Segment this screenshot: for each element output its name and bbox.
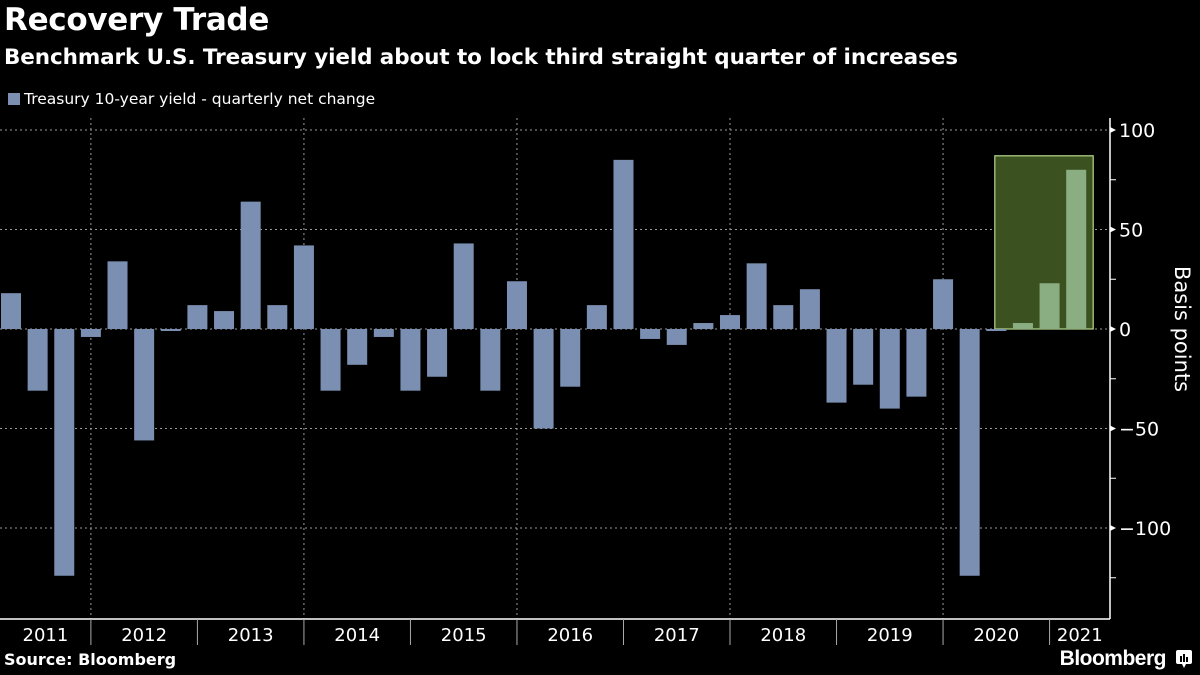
x-year-label: 2021 (1057, 625, 1103, 646)
bar-2021-q1 (1066, 169, 1087, 329)
bar-2012-q1 (107, 261, 128, 329)
x-year-label: 2015 (441, 625, 487, 646)
x-year-label: 2014 (334, 625, 380, 646)
x-year-label: 2013 (228, 625, 274, 646)
bar-2015-q4 (506, 281, 527, 329)
bar-2013-q1 (214, 311, 235, 329)
bar-2016-q2 (560, 329, 581, 387)
y-axis-title: Basis points (1170, 266, 1194, 392)
x-year-label: 2019 (867, 625, 913, 646)
bar-2012-q3 (160, 329, 181, 331)
brand-name: Bloomberg (1059, 647, 1167, 670)
bar-2011-q1 (1, 293, 21, 329)
bar-2020-q4 (1039, 283, 1060, 329)
y-tick-label: −100 (1119, 518, 1171, 540)
x-year-label: 2020 (973, 625, 1019, 646)
bar-2018-q4 (826, 329, 847, 403)
y-major-tick (1110, 127, 1116, 133)
chart-title: Recovery Trade (4, 2, 270, 38)
bar-2018-q3 (799, 289, 820, 329)
bar-2011-q4 (80, 329, 101, 337)
y-major-tick (1110, 326, 1116, 332)
x-year-label: 2011 (23, 625, 69, 646)
bar-2017-q4 (720, 315, 741, 329)
chart-subtitle: Benchmark U.S. Treasury yield about to l… (4, 45, 958, 70)
bar-2012-q2 (134, 329, 155, 441)
bar-2020-q2 (986, 329, 1007, 331)
source-note: Source: Bloomberg (4, 650, 177, 669)
bar-2017-q2 (666, 329, 687, 345)
bar-2017-q1 (640, 329, 661, 339)
bar-2019-q1 (853, 329, 874, 385)
y-tick-label: 50 (1119, 220, 1143, 242)
bar-2011-q2 (27, 329, 48, 391)
y-tick-label: 0 (1119, 319, 1131, 341)
bar-2013-q4 (293, 245, 314, 329)
legend-label: Treasury 10-year yield - quarterly net c… (24, 90, 376, 108)
bar-2018-q1 (746, 263, 767, 329)
x-year-label: 2018 (760, 625, 806, 646)
bar-2018-q2 (773, 305, 794, 329)
bar-2016-q3 (586, 305, 607, 329)
bar-2016-q1 (533, 329, 554, 429)
bar-2014-q2 (347, 329, 368, 365)
y-tick-label: −50 (1119, 419, 1159, 441)
bar-2014-q1 (320, 329, 341, 391)
bar-2017-q3 (693, 323, 714, 329)
gridlines (0, 118, 1110, 619)
bar-2013-q2 (240, 201, 261, 329)
bar-2013-q3 (267, 305, 288, 329)
bar-2015-q3 (480, 329, 501, 391)
bar-2019-q2 (879, 329, 900, 409)
bar-2016-q4 (613, 159, 634, 329)
y-tick-label: 100 (1119, 120, 1155, 142)
axes (0, 118, 1116, 645)
legend-swatch (8, 93, 20, 105)
bar-2020-q1 (959, 329, 980, 576)
y-tick-labels: 100 50 0 −50 −100 (1119, 120, 1171, 540)
bar-2014-q3 (373, 329, 394, 337)
bar-2019-q4 (933, 279, 954, 329)
bar-2019-q3 (906, 329, 927, 397)
x-year-label: 2017 (654, 625, 700, 646)
x-year-labels: 2011 2012 2013 2014 2015 2016 2017 2018 2019 2020… (23, 625, 1103, 646)
y-major-tick (1110, 525, 1116, 531)
bar-2011-q3 (54, 329, 75, 576)
brand-logo: Bloomberg (1060, 647, 1192, 671)
bar-2015-q1 (427, 329, 448, 377)
bar-2015-q2 (453, 243, 474, 329)
bar-2014-q4 (400, 329, 421, 391)
x-year-label: 2016 (547, 625, 593, 646)
bar-2012-q4 (187, 305, 208, 329)
bar-chart-speech-bubble-icon (1176, 650, 1192, 668)
bar-2020-q3 (1012, 323, 1033, 329)
y-major-tick (1110, 425, 1116, 432)
legend: Treasury 10-year yield - quarterly net c… (8, 90, 375, 108)
x-year-label: 2012 (121, 625, 167, 646)
bars (1, 159, 1087, 576)
y-major-tick (1110, 226, 1116, 233)
